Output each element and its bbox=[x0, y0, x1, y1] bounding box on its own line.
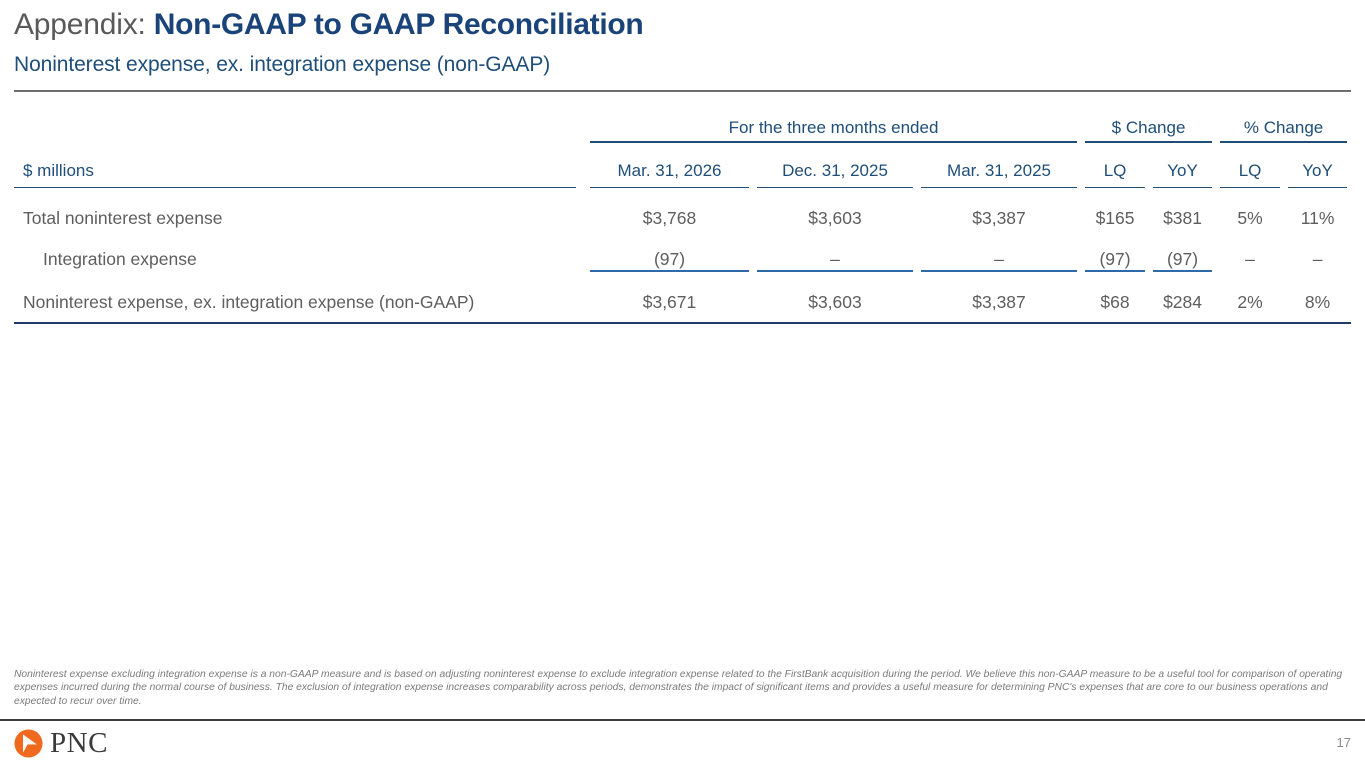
column-rule-dollar-lq bbox=[1081, 186, 1149, 188]
subtotal-rule-mar-31-2026 bbox=[586, 270, 753, 272]
pnc-mark-icon bbox=[14, 729, 43, 758]
page-number: 17 bbox=[1336, 735, 1351, 750]
cell-r2-c1: $3,603 bbox=[808, 291, 862, 312]
cell-r0-c4: $381 bbox=[1163, 208, 1202, 228]
group-header-row: For the three months ended $ Change % Ch… bbox=[14, 108, 1351, 141]
cell-r1-c5: – bbox=[1245, 249, 1255, 269]
column-rule-percent-yoy bbox=[1284, 186, 1351, 188]
group-header-spacer bbox=[14, 108, 586, 141]
header-divider bbox=[14, 90, 1351, 92]
group-header-three-months: For the three months ended bbox=[728, 118, 939, 137]
group-rule-percent-change bbox=[1216, 141, 1351, 143]
table-row: Noninterest expense, ex. integration exp… bbox=[14, 272, 1351, 313]
cell-r2-c4: $284 bbox=[1163, 291, 1202, 312]
table-row: Integration expense (97) – – (97) (97) –… bbox=[14, 229, 1351, 270]
subtotal-rule-mar-31-2025 bbox=[917, 270, 1081, 272]
pnc-logo: PNC bbox=[14, 729, 108, 758]
cell-r0-c6: 11% bbox=[1300, 208, 1335, 228]
row-label-integration-expense: Integration expense bbox=[43, 249, 197, 269]
column-header-mar-31-2026: Mar. 31, 2026 bbox=[617, 160, 722, 180]
column-header-mar-31-2025: Mar. 31, 2025 bbox=[947, 160, 1051, 180]
group-header-rule-row bbox=[14, 141, 1351, 143]
cell-r2-c3: $68 bbox=[1100, 291, 1130, 312]
cell-r1-c4: (97) bbox=[1166, 249, 1199, 269]
column-header-rule-row bbox=[14, 186, 1351, 188]
cell-r1-c0: (97) bbox=[653, 249, 686, 269]
cell-r1-c3: (97) bbox=[1099, 249, 1131, 269]
subtotal-rule-dollar-lq bbox=[1081, 270, 1149, 272]
column-header-percent-lq: LQ bbox=[1238, 160, 1262, 180]
column-header-dec-31-2025: Dec. 31, 2025 bbox=[782, 160, 888, 180]
footnote-text: Noninterest expense excluding integratio… bbox=[14, 669, 1343, 707]
group-header-dollar-change: $ Change bbox=[1111, 118, 1186, 137]
page-title: Appendix: Non-GAAP to GAAP Reconciliatio… bbox=[14, 8, 644, 42]
subtotal-rule-dec-31-2025 bbox=[753, 270, 917, 272]
cell-r2-c6: 8% bbox=[1304, 291, 1331, 312]
row-label-noninterest-expense-ex-integration: Noninterest expense, ex. integration exp… bbox=[23, 291, 475, 312]
cell-r0-c0: $3,768 bbox=[642, 208, 697, 228]
column-rule-dollar-yoy bbox=[1149, 186, 1216, 188]
cell-r0-c5: 5% bbox=[1237, 208, 1263, 228]
column-header-percent-yoy: YoY bbox=[1302, 160, 1333, 180]
column-rule-percent-lq bbox=[1216, 186, 1284, 188]
cell-r0-c1: $3,603 bbox=[808, 208, 862, 228]
column-header-dollar-lq: LQ bbox=[1103, 160, 1127, 180]
page-title-prefix: Appendix: bbox=[14, 8, 154, 41]
group-header-percent-change: % Change bbox=[1243, 118, 1324, 137]
subtotal-rule-row bbox=[14, 270, 1351, 272]
column-rule-dec-31-2025 bbox=[753, 186, 917, 188]
cell-r2-c0: $3,671 bbox=[642, 291, 697, 312]
cell-r1-c1: – bbox=[830, 249, 840, 269]
column-header-dollar-yoy: YoY bbox=[1167, 160, 1198, 180]
row-label-total-noninterest-expense: Total noninterest expense bbox=[23, 208, 223, 228]
cell-r2-c2: $3,387 bbox=[972, 291, 1026, 312]
cell-r0-c3: $165 bbox=[1095, 208, 1135, 228]
footer-divider bbox=[0, 719, 1365, 721]
reconciliation-table: For the three months ended $ Change % Ch… bbox=[14, 108, 1351, 313]
column-rule-stub bbox=[14, 186, 586, 188]
reconciliation-table-wrap: For the three months ended $ Change % Ch… bbox=[14, 108, 1351, 313]
page-subtitle: Noninterest expense, ex. integration exp… bbox=[14, 53, 551, 76]
page-title-main: Non-GAAP to GAAP Reconciliation bbox=[153, 8, 644, 41]
cell-r1-c2: – bbox=[994, 249, 1004, 269]
group-rule-dollar-change bbox=[1081, 141, 1216, 143]
subtotal-rule-dollar-yoy bbox=[1149, 270, 1216, 272]
group-rule-three-months bbox=[586, 141, 1081, 143]
table-bottom-divider bbox=[14, 322, 1351, 324]
table-row: Total noninterest expense $3,768 $3,603 … bbox=[14, 188, 1351, 229]
cell-r0-c2: $3,387 bbox=[972, 208, 1026, 228]
column-rule-mar-31-2026 bbox=[586, 186, 753, 188]
stub-header: $ millions bbox=[23, 160, 94, 180]
cell-r1-c6: – bbox=[1312, 249, 1323, 269]
column-rule-mar-31-2025 bbox=[917, 186, 1081, 188]
pnc-wordmark: PNC bbox=[50, 727, 108, 759]
column-header-row: $ millions Mar. 31, 2026 Dec. 31, 2025 M… bbox=[14, 143, 1351, 187]
cell-r2-c5: 2% bbox=[1237, 291, 1263, 312]
